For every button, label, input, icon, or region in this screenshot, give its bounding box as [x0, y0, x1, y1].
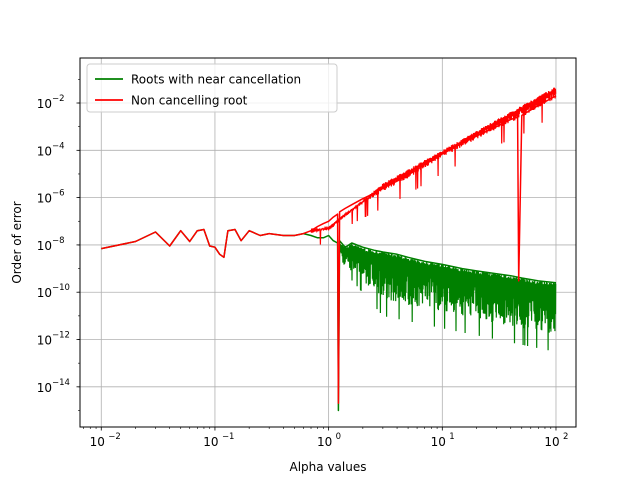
y-tick-label: 10 [37, 192, 52, 206]
y-tick-label: 10 [37, 381, 52, 395]
y-tick-exponent: −14 [52, 378, 70, 388]
y-tick-label: 10 [37, 334, 52, 348]
plot-frame [79, 57, 577, 428]
series-layer [101, 87, 557, 412]
y-tick-label: 10 [37, 286, 52, 300]
x-tick-label: 10 [431, 435, 446, 449]
legend: Roots with near cancellation Non cancelli… [86, 63, 338, 113]
x-tick-exponent: −2 [108, 432, 121, 442]
y-tick-label: 10 [37, 97, 52, 111]
legend-entry-label: Non cancelling root [131, 94, 248, 108]
legend-box [86, 63, 338, 113]
grid [80, 58, 576, 427]
y-tick-exponent: −4 [52, 141, 65, 151]
y-axis-label: Order of error [10, 201, 24, 283]
x-tick-exponent: −1 [222, 432, 235, 442]
series-noise-near-cancellation [339, 243, 557, 351]
y-tick-exponent: −6 [52, 189, 65, 199]
series-line-non-cancelling [101, 95, 557, 405]
x-tick-label: 10 [317, 435, 332, 449]
x-tick-label: 10 [544, 435, 559, 449]
legend-entry-label: Roots with near cancellation [131, 73, 301, 87]
x-tick-label: 10 [90, 435, 105, 449]
y-tick-exponent: −12 [52, 331, 70, 341]
y-tick-exponent: −2 [52, 94, 65, 104]
x-tick-exponent: 2 [563, 432, 568, 442]
x-tick-exponent: 1 [449, 432, 454, 442]
y-tick-label: 10 [37, 144, 52, 158]
y-tick-label: 10 [37, 239, 52, 253]
y-tick-exponent: −10 [52, 283, 70, 293]
x-tick-label: 10 [203, 435, 218, 449]
x-tick-exponent: 0 [336, 432, 341, 442]
y-tick-exponent: −8 [52, 236, 65, 246]
x-axis-label: Alpha values [290, 460, 367, 474]
